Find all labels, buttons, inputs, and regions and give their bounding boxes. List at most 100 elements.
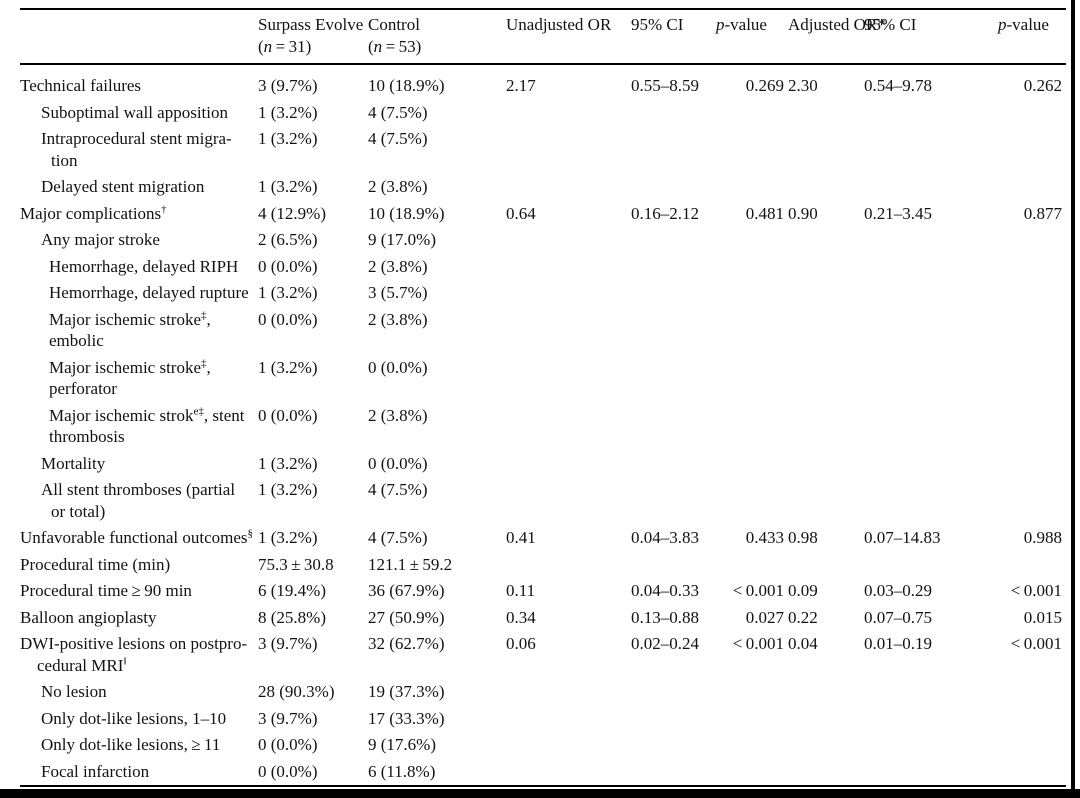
table-row: Mortality 1 (3.2%) 0 (0.0%) xyxy=(20,451,1066,478)
table-cell xyxy=(716,759,788,787)
row-label: Hemorrhage, delayed RIPH xyxy=(49,256,239,276)
table-cell: 4 (7.5%) xyxy=(368,480,428,499)
row-label: Major ischemic stroke‡, stent thrombosis xyxy=(49,404,245,446)
table-cell xyxy=(998,307,1066,355)
table-cell xyxy=(788,679,864,706)
header-row: Surpass Evolve (n = 31) Control (n = 53) Una… xyxy=(20,9,1066,65)
row-label: No lesion xyxy=(41,682,107,701)
table-cell: 0 (0.0%) xyxy=(258,405,318,425)
table-cell: 0.481 xyxy=(745,203,784,223)
table-cell: 9 (17.0%) xyxy=(368,230,436,249)
column-header: Surpass Evolve (n = 31) xyxy=(258,9,368,65)
column-header: p-value xyxy=(998,9,1066,65)
table-row: Technical failures 3 (9.7%) 10 (18.9%) 2.17… xyxy=(20,64,1066,100)
table-cell: 0.02–0.24 xyxy=(631,634,699,653)
table-cell xyxy=(788,126,864,174)
table-cell: 1 (3.2%) xyxy=(258,129,318,148)
table-cell: 1 (3.2%) xyxy=(258,102,318,122)
table-cell: 0.09 xyxy=(788,581,818,600)
table-cell: 1 (3.2%) xyxy=(258,528,318,547)
table-cell xyxy=(788,227,864,254)
row-label: Hemorrhage, delayed rupture xyxy=(49,283,249,302)
table-cell: 4 (7.5%) xyxy=(368,528,428,547)
table-row: Major ischemic stroke‡, stent thrombosis 0… xyxy=(20,403,1066,451)
table-row: Major ischemic stroke‡, perforator 1 (3.2%… xyxy=(20,355,1066,403)
row-label: Suboptimal wall apposition xyxy=(41,102,228,122)
table-cell: 27 (50.9%) xyxy=(368,607,445,627)
table-cell xyxy=(506,552,631,579)
table-cell: < 0.001 xyxy=(732,634,784,653)
table-cell: 75.3 ± 30.8 xyxy=(258,554,334,574)
table-cell: 28 (90.3%) xyxy=(258,682,335,701)
table-cell: 0 (0.0%) xyxy=(258,735,318,754)
table-row: Only dot-like lesions, ≥ 11 0 (0.0%) 9 (17… xyxy=(20,732,1066,759)
table-cell: 0 (0.0%) xyxy=(368,453,428,473)
table-cell xyxy=(864,126,998,174)
row-label: Focal infarction xyxy=(41,761,150,781)
row-label: Only dot-like lesions, ≥ 11 xyxy=(41,735,221,754)
table-cell: 10 (18.9%) xyxy=(368,76,445,95)
table-cell: 0.988 xyxy=(1023,528,1062,547)
table-row: Procedural time ≥ 90 min 6 (19.4%) 36 (67.… xyxy=(20,578,1066,605)
row-label: Delayed stent migration xyxy=(41,177,205,196)
table-cell: 0.64 xyxy=(506,203,536,223)
table-cell: 19 (37.3%) xyxy=(368,682,445,701)
table-cell xyxy=(864,679,998,706)
table-cell xyxy=(716,174,788,201)
table-cell: 0.21–3.45 xyxy=(864,203,932,223)
table-cell xyxy=(631,759,716,787)
table-cell xyxy=(998,732,1066,759)
table-cell xyxy=(788,732,864,759)
column-header: Unadjusted OR xyxy=(506,9,631,65)
table-cell xyxy=(788,280,864,307)
row-label: Mortality xyxy=(41,453,106,473)
table-cell xyxy=(716,254,788,281)
table-cell: 9 (17.6%) xyxy=(368,735,436,754)
table-cell xyxy=(716,355,788,403)
table-cell xyxy=(631,307,716,355)
table-cell xyxy=(864,759,998,787)
outcomes-table: Surpass Evolve (n = 31) Control (n = 53) Una… xyxy=(20,8,1066,787)
table-cell: 0.433 xyxy=(745,528,784,547)
table-cell xyxy=(631,227,716,254)
table-cell xyxy=(788,254,864,281)
page-right-border xyxy=(1071,0,1075,798)
table-cell xyxy=(788,552,864,579)
table-cell: 0.877 xyxy=(1023,203,1062,223)
table-cell xyxy=(788,403,864,451)
row-label: Procedural time (min) xyxy=(20,554,171,574)
table-cell xyxy=(506,477,631,525)
column-header: 95% CI xyxy=(631,9,716,65)
table-row: Balloon angioplasty 8 (25.8%) 27 (50.9%) 0.… xyxy=(20,605,1066,632)
table-cell xyxy=(864,100,998,127)
table-row: Unfavorable functional outcomes§ 1 (3.2%)… xyxy=(20,525,1066,552)
page-bottom-border xyxy=(0,789,1080,798)
table-cell: 0.269 xyxy=(745,76,784,95)
table-cell xyxy=(506,732,631,759)
table-row: Suboptimal wall apposition 1 (3.2%) 4 (7.5… xyxy=(20,100,1066,127)
table-cell xyxy=(506,759,631,787)
table-cell xyxy=(631,451,716,478)
table-cell: 4 (12.9%) xyxy=(258,203,326,223)
table-cell xyxy=(788,451,864,478)
table-cell: 2 (3.8%) xyxy=(368,177,428,196)
table-row: Only dot-like lesions, 1–10 3 (9.7%) 17 (3… xyxy=(20,706,1066,733)
column-header: Adjusted OR* xyxy=(788,9,886,65)
table-cell xyxy=(998,477,1066,525)
table-cell xyxy=(864,227,998,254)
table-cell xyxy=(506,679,631,706)
table-cell xyxy=(864,174,998,201)
table-cell xyxy=(506,254,631,281)
table-cell: 8 (25.8%) xyxy=(258,607,326,627)
table-cell xyxy=(864,732,998,759)
table-cell: 3 (9.7%) xyxy=(258,708,318,728)
row-label: DWI-positive lesions on postpro-cedural … xyxy=(20,634,248,675)
table-cell xyxy=(631,477,716,525)
table-row: Major ischemic stroke‡, embolic 0 (0.0%) 2 … xyxy=(20,307,1066,355)
table-cell xyxy=(631,100,716,127)
table-cell xyxy=(506,307,631,355)
table-cell: 1 (3.2%) xyxy=(258,480,318,499)
table-cell xyxy=(998,759,1066,787)
table-cell: 0 (0.0%) xyxy=(258,309,318,329)
table-cell xyxy=(998,280,1066,307)
